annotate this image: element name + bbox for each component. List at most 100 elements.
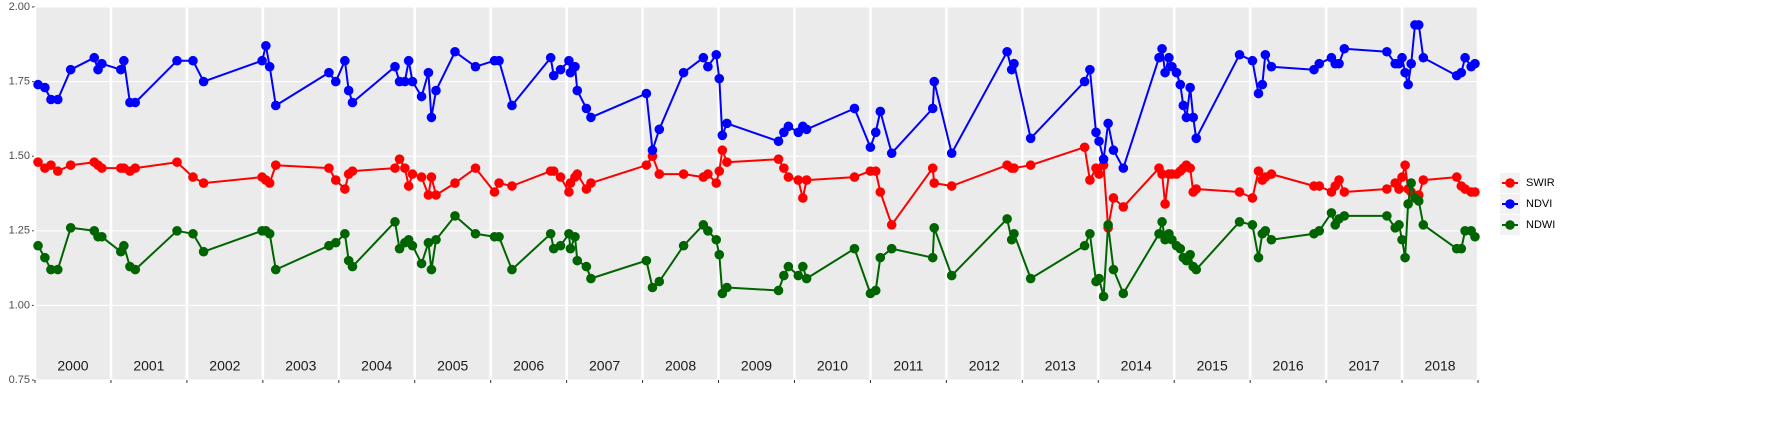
data-point [1085, 228, 1095, 239]
data-point [722, 157, 732, 167]
data-point [1403, 79, 1413, 90]
data-point [450, 211, 460, 221]
year-label: 2002 [209, 358, 240, 374]
data-point [416, 258, 427, 269]
data-point [1098, 154, 1109, 164]
data-point [390, 217, 400, 227]
data-point [347, 97, 358, 108]
data-point [65, 223, 76, 233]
data-point [946, 270, 957, 281]
year-label: 2004 [361, 358, 392, 374]
data-point [714, 249, 725, 260]
data-point [65, 64, 76, 75]
data-point [779, 270, 789, 281]
data-point [865, 142, 876, 153]
data-point [470, 61, 481, 72]
data-point [1160, 199, 1170, 209]
data-point [97, 163, 107, 173]
data-point [1025, 133, 1036, 144]
data-point [46, 160, 56, 170]
legend-label: NDVI [1526, 198, 1552, 210]
data-point [1157, 217, 1167, 227]
y-tick-label: 2.00 [9, 1, 30, 13]
data-point [678, 169, 689, 179]
data-point [722, 282, 732, 293]
legend-key-point [1505, 199, 1515, 209]
data-point [1002, 46, 1012, 57]
y-tick-label: 0.75 [9, 374, 30, 386]
data-point [1260, 49, 1271, 60]
data-point [1418, 175, 1429, 185]
series-ndwi [33, 178, 1480, 302]
y-tick-label: 1.25 [9, 225, 30, 237]
data-point [1118, 163, 1129, 173]
data-point [1025, 160, 1036, 170]
data-point [798, 261, 808, 272]
data-point [1025, 273, 1036, 284]
data-point [886, 220, 897, 230]
data-point [717, 130, 728, 141]
data-point [927, 163, 938, 173]
data-point [119, 240, 129, 251]
data-point [1085, 64, 1095, 75]
series-ndvi [33, 20, 1480, 173]
data-point [801, 124, 812, 135]
data-point [416, 172, 427, 182]
year-label: 2014 [1121, 358, 1152, 374]
data-point [1339, 187, 1350, 197]
data-point [722, 118, 732, 129]
data-point [1175, 243, 1186, 254]
data-point [849, 172, 860, 182]
data-point [33, 157, 43, 167]
data-point [1470, 58, 1480, 69]
data-point [400, 163, 410, 173]
data-point [711, 178, 722, 188]
data-point [340, 184, 350, 194]
y-tick-label: 1.75 [9, 76, 30, 88]
year-label: 2003 [285, 358, 316, 374]
data-point [1339, 43, 1350, 54]
data-point [647, 145, 658, 156]
year-label: 2000 [57, 358, 88, 374]
data-point [1406, 178, 1416, 188]
data-point [1002, 214, 1012, 224]
data-point [773, 285, 784, 296]
data-point [555, 64, 566, 75]
data-point [431, 190, 441, 200]
data-point [1334, 175, 1344, 185]
data-point [641, 255, 652, 266]
data-point [927, 252, 938, 263]
data-point [198, 76, 209, 87]
data-point [1418, 220, 1429, 230]
series-swir [33, 142, 1480, 233]
data-point [698, 52, 709, 63]
year-label: 2011 [893, 358, 923, 374]
data-point [647, 282, 658, 293]
data-point [886, 148, 897, 159]
data-point [927, 103, 938, 114]
data-point [1234, 217, 1245, 227]
data-point [1103, 220, 1113, 230]
data-point [1266, 169, 1277, 179]
data-point [1085, 175, 1095, 185]
data-point [489, 187, 500, 197]
data-point [783, 261, 794, 272]
data-point [431, 85, 441, 96]
data-point [929, 178, 940, 188]
year-label: 2012 [969, 358, 1000, 374]
data-point [1154, 52, 1164, 63]
data-point [1247, 220, 1258, 230]
data-point [324, 67, 334, 78]
year-label: 2008 [665, 358, 696, 374]
data-point [1394, 184, 1404, 194]
data-point [89, 52, 100, 63]
data-point [1098, 291, 1109, 302]
data-point [801, 175, 812, 185]
data-point [714, 73, 725, 84]
data-point [116, 64, 126, 75]
data-point [1108, 193, 1119, 203]
data-point [801, 273, 812, 284]
data-point [1188, 112, 1198, 123]
data-point [1460, 52, 1470, 63]
data-point [711, 234, 722, 245]
